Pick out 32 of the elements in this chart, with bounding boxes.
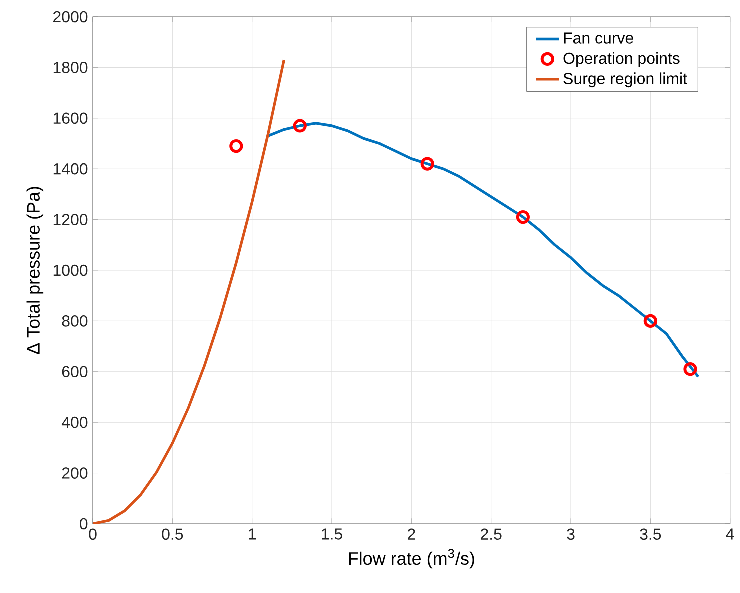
y-tick-label: 800 xyxy=(62,316,88,327)
x-tick-label: 1 xyxy=(249,528,256,540)
legend-label: Fan curve xyxy=(564,32,634,44)
point xyxy=(420,157,434,171)
point xyxy=(684,362,698,376)
point xyxy=(644,314,658,328)
x-tick-label: 2.5 xyxy=(481,528,502,540)
point xyxy=(516,210,530,224)
y-tick-label: 600 xyxy=(62,366,88,378)
y-tick-label: 1800 xyxy=(54,62,88,74)
x-tick-label: 3 xyxy=(567,528,575,540)
y-tick-label: 200 xyxy=(62,468,88,479)
y-tick-label: 2000 xyxy=(53,11,88,23)
x-axis-title: Flow rate (m$^{3}$/s) xyxy=(349,549,474,569)
x-tick-label: 3.5 xyxy=(640,528,662,540)
y-tick-label: 0 xyxy=(80,518,88,530)
y-tick-label: 1400 xyxy=(54,163,88,175)
point xyxy=(230,139,244,154)
legend-label: Surge region limit xyxy=(564,72,688,88)
x-tick-label: 0.5 xyxy=(162,528,184,540)
line-series xyxy=(93,58,286,524)
x-tick-label: 0 xyxy=(89,528,97,540)
y-tick-label: 1200 xyxy=(54,214,88,226)
x-tick-label: 2 xyxy=(408,528,416,540)
x-tick-label: 4 xyxy=(726,528,734,540)
y-axis-title: Δ Total pressure (Pa) xyxy=(26,187,44,354)
x-tick-label: 1.5 xyxy=(322,528,342,540)
point xyxy=(293,119,307,133)
y-tick-label: 1600 xyxy=(54,112,88,124)
y-tick-label: 1000 xyxy=(54,264,88,276)
y-tick-label: 400 xyxy=(62,416,88,428)
legend-label: Operation points xyxy=(564,52,680,68)
